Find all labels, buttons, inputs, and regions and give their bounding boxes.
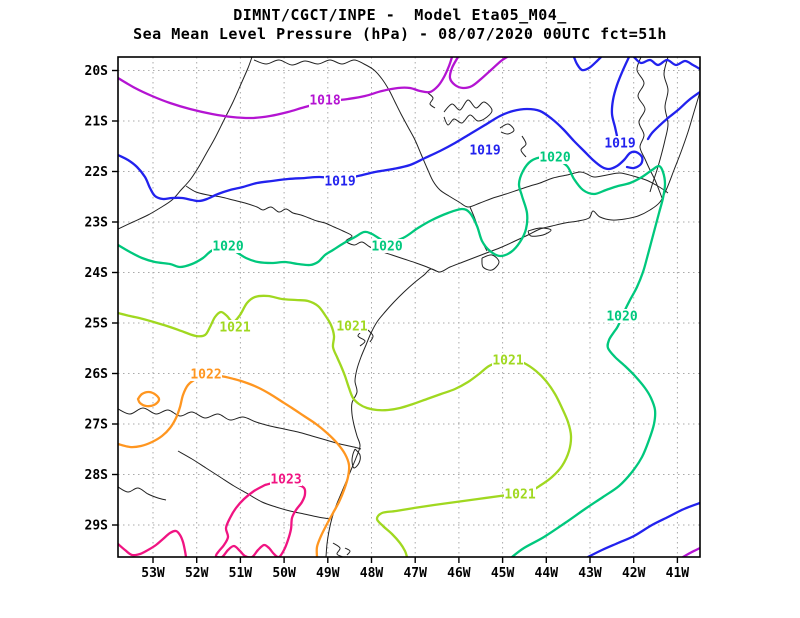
map-boundary-path bbox=[481, 254, 500, 271]
isobar-1020-path bbox=[118, 155, 667, 557]
isobar-1021-labels: 1021 1021 1021 1021 bbox=[219, 319, 536, 503]
isobar-1020-labels: 1020 1020 1020 1020 bbox=[212, 150, 638, 325]
map-boundary-path bbox=[527, 227, 552, 237]
map-boundary-path bbox=[118, 407, 362, 450]
isobar-value-label: 1020 bbox=[212, 240, 243, 255]
x-tick-label: 46W bbox=[447, 566, 471, 581]
map-boundary-path bbox=[443, 99, 493, 126]
isobar-value-label: 1021 bbox=[504, 488, 535, 503]
isobar-value-label: 1021 bbox=[336, 320, 367, 335]
isobar-1021-group bbox=[118, 294, 573, 557]
x-tick-label: 52W bbox=[185, 566, 209, 581]
y-tick-label: 20S bbox=[85, 64, 109, 79]
y-axis-labels: 20S 21S 22S 23S 24S 25S 26S 27S 28S 29S bbox=[85, 64, 109, 534]
y-tick-label: 23S bbox=[85, 216, 109, 231]
x-tick-label: 47W bbox=[403, 566, 427, 581]
coastline-borders bbox=[118, 57, 700, 557]
plot-frame bbox=[117, 56, 701, 558]
map-boundary-path bbox=[351, 448, 361, 469]
x-tick-label: 48W bbox=[360, 566, 384, 581]
x-tick-label: 51W bbox=[229, 566, 253, 581]
isobar-1023-path bbox=[118, 529, 188, 557]
map-boundary-path bbox=[185, 185, 437, 272]
map-boundary-path bbox=[253, 59, 669, 208]
grid-lines bbox=[118, 57, 700, 557]
map-boundary-path bbox=[520, 135, 527, 158]
x-tick-label: 44W bbox=[535, 566, 559, 581]
x-tick-label: 53W bbox=[141, 566, 165, 581]
isobar-1018-path bbox=[681, 546, 700, 557]
map-boundary-path bbox=[367, 329, 374, 343]
x-tick-label: 50W bbox=[272, 566, 296, 581]
map-boundary-path bbox=[118, 57, 253, 230]
map-boundary-path bbox=[649, 57, 669, 193]
isobar-1023-group bbox=[118, 480, 307, 557]
isobar-value-label: 1019 bbox=[469, 144, 500, 159]
chart-title-line1: DIMNT/CGCT/INPE - Model Eta05_M04_ bbox=[233, 6, 567, 24]
isobar-1019-path bbox=[632, 57, 700, 71]
x-tick-label: 42W bbox=[622, 566, 646, 581]
map-boundary-path bbox=[118, 486, 167, 501]
x-tick-label: 45W bbox=[491, 566, 515, 581]
isobar-1021-path bbox=[118, 294, 573, 557]
isobar-1018-path bbox=[118, 57, 454, 120]
y-tick-label: 22S bbox=[85, 165, 109, 180]
isobar-value-label: 1020 bbox=[606, 310, 637, 325]
y-tick-label: 25S bbox=[85, 317, 109, 332]
isobar-value-label: 1019 bbox=[324, 175, 355, 190]
isobar-1019-path bbox=[118, 107, 644, 203]
isobar-1023-labels: 1023 bbox=[270, 472, 302, 488]
isobar-value-label: 1021 bbox=[492, 354, 523, 369]
x-tick-label: 41W bbox=[666, 566, 690, 581]
isobar-1022-group bbox=[118, 374, 351, 557]
x-tick-label: 49W bbox=[316, 566, 340, 581]
isobar-value-label: 1021 bbox=[219, 321, 250, 336]
isobar-1019-group bbox=[118, 57, 700, 557]
map-boundary-path bbox=[636, 57, 663, 199]
isobar-1022-path bbox=[118, 374, 351, 557]
map-boundary-path bbox=[427, 92, 436, 109]
isobar-value-label: 1023 bbox=[270, 473, 301, 488]
isobar-value-label: 1019 bbox=[604, 137, 635, 152]
isobar-value-label: 1020 bbox=[539, 151, 570, 166]
isobar-value-label: 1018 bbox=[309, 94, 340, 109]
isobar-1019-path bbox=[572, 57, 603, 72]
isobar-1019-labels: 1019 1019 1019 bbox=[324, 136, 636, 190]
isobar-1019-path bbox=[586, 501, 700, 557]
isobar-1018-labels: 1018 bbox=[309, 93, 341, 109]
y-tick-label: 21S bbox=[85, 115, 109, 130]
map-boundary-path bbox=[177, 450, 331, 520]
y-tick-label: 26S bbox=[85, 367, 109, 382]
y-tick-label: 29S bbox=[85, 519, 109, 534]
isobar-1022-path bbox=[136, 390, 161, 408]
map-boundary-path bbox=[344, 547, 351, 556]
isobar-value-label: 1020 bbox=[371, 240, 402, 255]
isobar-1019-path bbox=[610, 57, 631, 138]
y-tick-label: 28S bbox=[85, 468, 109, 483]
isobar-1020-group bbox=[118, 155, 667, 557]
map-boundary-path bbox=[332, 542, 344, 557]
y-tick-label: 24S bbox=[85, 266, 109, 281]
isobar-1018-path bbox=[448, 57, 509, 90]
isobar-1022-labels: 1022 bbox=[190, 367, 222, 383]
map-boundary-path bbox=[499, 123, 515, 135]
x-axis-labels: 53W 52W 51W 50W 49W 48W 47W 46W 45W 44W 43W 42W 41W bbox=[141, 566, 689, 581]
isobar-value-label: 1022 bbox=[190, 368, 221, 383]
isobar-1023-path bbox=[214, 480, 307, 557]
y-tick-label: 27S bbox=[85, 418, 109, 433]
chart-title-line2: Sea Mean Level Pressure (hPa) - 08/07/20… bbox=[133, 25, 667, 43]
isobar-1018-group bbox=[118, 57, 700, 557]
isobar-1019-path bbox=[646, 90, 700, 141]
x-tick-label: 43W bbox=[578, 566, 602, 581]
axes bbox=[112, 69, 679, 563]
